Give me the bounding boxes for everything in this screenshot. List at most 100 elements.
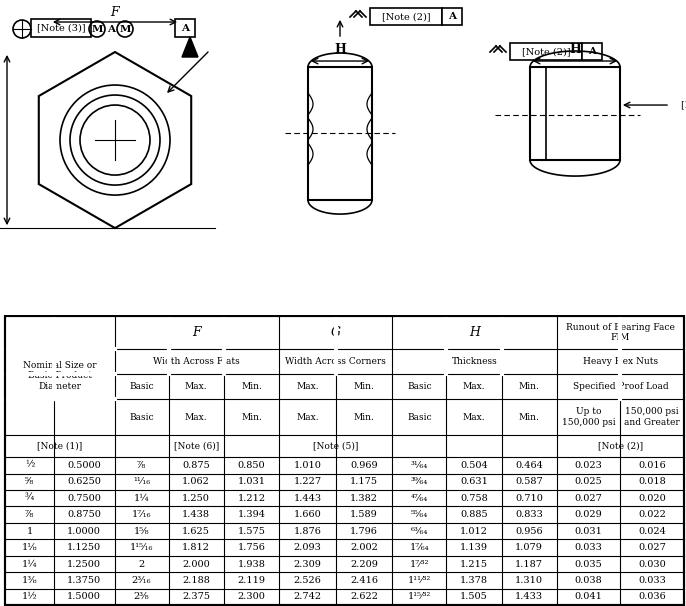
Text: ³¹⁄₆₄: ³¹⁄₆₄ [411, 461, 428, 470]
Text: 1⁵⁄₈: 1⁵⁄₈ [134, 527, 150, 536]
Text: 0.5000: 0.5000 [67, 461, 101, 470]
Polygon shape [182, 37, 198, 57]
Text: 0.885: 0.885 [460, 510, 488, 519]
Text: H: H [469, 326, 480, 339]
Text: A: A [181, 24, 189, 33]
Text: 1.443: 1.443 [294, 494, 322, 503]
Text: 1⁷⁄₁₆: 1⁷⁄₁₆ [132, 510, 152, 519]
Text: 2.000: 2.000 [182, 559, 210, 568]
Text: Specified Proof Load: Specified Proof Load [573, 382, 668, 391]
Text: F: F [193, 326, 201, 339]
Text: 2.093: 2.093 [294, 543, 321, 552]
Text: 0.022: 0.022 [638, 510, 666, 519]
Text: Min.: Min. [241, 382, 262, 391]
Text: 1.175: 1.175 [350, 478, 378, 486]
Text: 1⁷⁄₆₄: 1⁷⁄₆₄ [410, 543, 429, 552]
Text: 0.6250: 0.6250 [67, 478, 102, 486]
Text: 1.378: 1.378 [460, 576, 488, 585]
Bar [308, 67, 372, 200]
Text: 0.020: 0.020 [638, 494, 666, 503]
Text: Basic: Basic [129, 382, 154, 391]
Text: 1.010: 1.010 [294, 461, 321, 470]
Text: Nominal Size or
Basic Product
Diameter: Nominal Size or Basic Product Diameter [23, 361, 97, 390]
Text: Width Across Flats: Width Across Flats [154, 358, 240, 366]
Text: 0.587: 0.587 [515, 478, 543, 486]
Text: Up to
150,000 psi: Up to 150,000 psi [562, 407, 615, 427]
Text: 2.742: 2.742 [294, 593, 322, 601]
Text: 2.526: 2.526 [294, 576, 321, 585]
Text: H: H [334, 42, 346, 56]
Text: [Note (3)]: [Note (3)] [36, 24, 85, 33]
Text: 1.187: 1.187 [515, 559, 543, 568]
Text: Runout of Bearing Face
FIM: Runout of Bearing Face FIM [566, 323, 675, 342]
Text: 0.850: 0.850 [237, 461, 265, 470]
Text: ⁶³⁄₆₄: ⁶³⁄₆₄ [411, 527, 428, 536]
Text: 0.8750: 0.8750 [67, 510, 102, 519]
Text: 0.504: 0.504 [460, 461, 488, 470]
Text: ³⁹⁄₆₄: ³⁹⁄₆₄ [411, 478, 428, 486]
Text: 0.027: 0.027 [575, 494, 602, 503]
Text: H: H [569, 42, 581, 56]
Bar [175, 19, 195, 37]
Text: Max.: Max. [185, 413, 207, 422]
Text: 0.033: 0.033 [575, 543, 602, 552]
Text: M: M [119, 24, 131, 33]
Text: A: A [107, 24, 115, 33]
Text: 0.956: 0.956 [515, 527, 543, 536]
Text: 2.622: 2.622 [350, 593, 378, 601]
Polygon shape [39, 52, 191, 228]
Bar [582, 43, 602, 60]
Text: 1⁷⁄³²: 1⁷⁄³² [410, 559, 429, 568]
Text: 150,000 psi
and Greater: 150,000 psi and Greater [624, 407, 680, 427]
Text: F: F [110, 5, 119, 19]
Bar [530, 67, 620, 160]
Text: 2³⁄₈: 2³⁄₈ [134, 593, 150, 601]
Text: Heavy Hex Nuts: Heavy Hex Nuts [583, 358, 658, 366]
Text: [Note (5)]: [Note (5)] [313, 442, 358, 451]
Text: 0.033: 0.033 [638, 576, 666, 585]
Text: Min.: Min. [353, 413, 375, 422]
Text: 1.812: 1.812 [182, 543, 210, 552]
Text: 1.625: 1.625 [182, 527, 210, 536]
Text: 1.012: 1.012 [460, 527, 488, 536]
Text: 1.796: 1.796 [350, 527, 378, 536]
Text: [Note (1)]: [Note (1)] [38, 442, 83, 451]
Text: 2.119: 2.119 [237, 576, 265, 585]
Text: 0.969: 0.969 [351, 461, 378, 470]
Text: 0.016: 0.016 [638, 461, 666, 470]
Text: 2: 2 [139, 559, 145, 568]
Text: 0.036: 0.036 [638, 593, 666, 601]
Text: [Note (6)]: [Note (6)] [174, 442, 220, 451]
Text: 1.031: 1.031 [237, 478, 265, 486]
Text: 1½: 1½ [22, 593, 38, 601]
Text: 1.079: 1.079 [515, 543, 543, 552]
Text: 1.876: 1.876 [294, 527, 321, 536]
Text: 1.505: 1.505 [460, 593, 488, 601]
Text: 1.756: 1.756 [237, 543, 265, 552]
Text: 1¼: 1¼ [22, 559, 38, 568]
Bar [442, 8, 462, 25]
Text: 1.438: 1.438 [182, 510, 210, 519]
Text: Max.: Max. [462, 413, 485, 422]
Text: 1⅜: 1⅜ [22, 576, 38, 585]
Text: 1.589: 1.589 [350, 510, 378, 519]
Text: 1.250: 1.250 [182, 494, 210, 503]
Text: Basic: Basic [129, 413, 154, 422]
Text: 2.209: 2.209 [350, 559, 378, 568]
Text: Basic: Basic [407, 413, 431, 422]
Text: ½: ½ [25, 461, 34, 470]
Text: Min.: Min. [241, 413, 262, 422]
Text: A: A [588, 47, 596, 56]
Text: 1⅛: 1⅛ [22, 543, 38, 552]
Text: Basic: Basic [407, 382, 431, 391]
Text: 2.309: 2.309 [294, 559, 321, 568]
Text: 1.382: 1.382 [350, 494, 378, 503]
Text: 1.310: 1.310 [515, 576, 543, 585]
Text: 1.215: 1.215 [460, 559, 488, 568]
Text: Max.: Max. [296, 413, 319, 422]
Text: 1.0000: 1.0000 [67, 527, 102, 536]
Text: ⁷⁄₈: ⁷⁄₈ [25, 510, 34, 519]
Bar [510, 43, 582, 60]
Text: 0.023: 0.023 [575, 461, 602, 470]
Text: 0.038: 0.038 [575, 576, 602, 585]
